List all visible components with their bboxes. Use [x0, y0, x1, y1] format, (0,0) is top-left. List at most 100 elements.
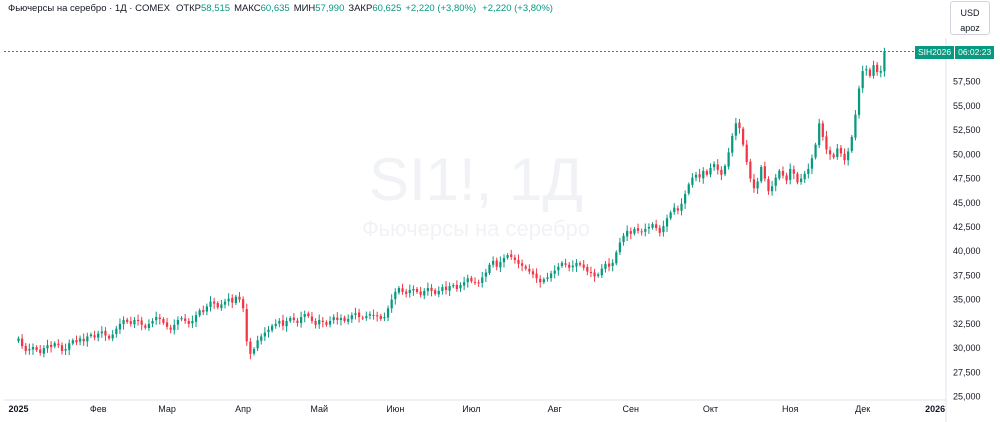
candle-body[interactable] [662, 226, 665, 233]
candle-body[interactable] [133, 319, 136, 325]
candle-body[interactable] [383, 317, 386, 319]
candle-body[interactable] [459, 285, 462, 289]
candle-body[interactable] [401, 288, 404, 292]
candle-body[interactable] [325, 322, 328, 325]
candle-body[interactable] [470, 277, 473, 282]
candle-body[interactable] [832, 154, 835, 158]
candle-body[interactable] [879, 71, 882, 73]
candle-body[interactable] [571, 265, 574, 268]
candle-body[interactable] [506, 255, 509, 258]
candle-body[interactable] [799, 178, 803, 182]
candle-body[interactable] [115, 328, 118, 335]
candle-body[interactable] [209, 301, 212, 307]
candle-body[interactable] [651, 224, 654, 228]
candle-body[interactable] [430, 287, 433, 291]
candle-body[interactable] [575, 262, 578, 267]
candle-body[interactable] [535, 273, 538, 279]
candle-body[interactable] [807, 168, 810, 174]
candle-body[interactable] [165, 322, 169, 327]
candle-body[interactable] [328, 320, 332, 325]
candle-body[interactable] [553, 270, 556, 274]
candle-body[interactable] [111, 334, 114, 339]
candle-body[interactable] [803, 173, 806, 180]
candle-body[interactable] [231, 297, 234, 303]
candle-body[interactable] [386, 308, 390, 318]
candle-body[interactable] [477, 282, 480, 284]
candle-body[interactable] [176, 319, 180, 325]
candle-body[interactable] [560, 262, 564, 266]
candle-body[interactable] [274, 323, 277, 327]
candle-body[interactable] [42, 348, 45, 354]
candle-body[interactable] [267, 329, 270, 333]
candle-body[interactable] [423, 290, 426, 296]
candle-body[interactable] [557, 266, 560, 271]
candle-body[interactable] [314, 320, 317, 325]
candle-body[interactable] [814, 144, 817, 158]
candle-body[interactable] [727, 152, 730, 167]
candle-body[interactable] [158, 317, 161, 320]
candle-body[interactable] [332, 317, 335, 321]
candle-body[interactable] [473, 281, 477, 283]
candle-body[interactable] [17, 338, 20, 342]
candle-body[interactable] [289, 318, 292, 321]
candle-body[interactable] [278, 320, 281, 324]
candle-body[interactable] [850, 136, 853, 151]
candle-body[interactable] [97, 333, 100, 338]
candle-body[interactable] [495, 260, 498, 267]
candle-body[interactable] [89, 334, 93, 336]
candle-body[interactable] [299, 317, 303, 324]
candle-body[interactable] [216, 303, 219, 308]
candle-body[interactable] [734, 123, 737, 136]
candle-body[interactable] [756, 181, 759, 189]
candle-body[interactable] [35, 347, 38, 351]
candle-body[interactable] [531, 271, 535, 275]
candle-body[interactable] [745, 144, 748, 163]
candle-body[interactable] [238, 296, 241, 300]
candle-body[interactable] [698, 174, 701, 178]
candle-body[interactable] [604, 263, 607, 269]
candle-body[interactable] [104, 330, 107, 336]
candle-body[interactable] [578, 263, 582, 265]
candle-body[interactable] [796, 173, 799, 183]
candle-body[interactable] [589, 272, 593, 274]
candle-body[interactable] [419, 291, 422, 295]
candle-body[interactable] [644, 228, 647, 232]
candle-body[interactable] [361, 317, 364, 319]
candle-body[interactable] [31, 347, 35, 350]
candle-body[interactable] [658, 227, 661, 233]
candle-body[interactable] [636, 228, 640, 231]
candle-body[interactable] [28, 349, 31, 351]
candle-body[interactable] [600, 268, 603, 276]
y-axis-ticks[interactable]: 25,000 27,500 30,000 32,500 35,000 37,500 40,0… [953, 77, 981, 402]
candle-body[interactable] [347, 319, 350, 322]
candle-body[interactable] [191, 320, 194, 324]
candle-body[interactable] [463, 282, 466, 286]
candle-body[interactable] [194, 315, 198, 322]
candle-body[interactable] [669, 212, 672, 219]
candle-body[interactable] [270, 325, 274, 331]
candle-body[interactable] [24, 345, 27, 351]
candle-body[interactable] [716, 164, 719, 170]
candle-body[interactable] [687, 184, 690, 194]
candle-body[interactable] [82, 338, 85, 342]
candle-body[interactable] [539, 278, 542, 283]
candle-body[interactable] [260, 336, 263, 341]
candle-body[interactable] [741, 128, 745, 145]
candle-body[interactable] [564, 263, 567, 265]
candle-body[interactable] [357, 312, 361, 318]
candle-body[interactable] [441, 287, 444, 291]
candle-body[interactable] [71, 340, 74, 344]
candle-body[interactable] [184, 318, 187, 321]
candle-body[interactable] [434, 290, 437, 294]
candle-body[interactable] [466, 278, 469, 283]
candle-body[interactable] [484, 272, 487, 277]
candle-body[interactable] [792, 169, 795, 174]
candle-body[interactable] [868, 69, 872, 76]
candle-body[interactable] [452, 285, 455, 287]
candle-body[interactable] [731, 135, 734, 153]
candle-body[interactable] [611, 262, 614, 266]
candle-body[interactable] [46, 345, 49, 349]
candle-body[interactable] [633, 228, 636, 234]
currency-unit-button[interactable]: USD apoz [950, 1, 990, 35]
candle-body[interactable] [365, 316, 368, 319]
